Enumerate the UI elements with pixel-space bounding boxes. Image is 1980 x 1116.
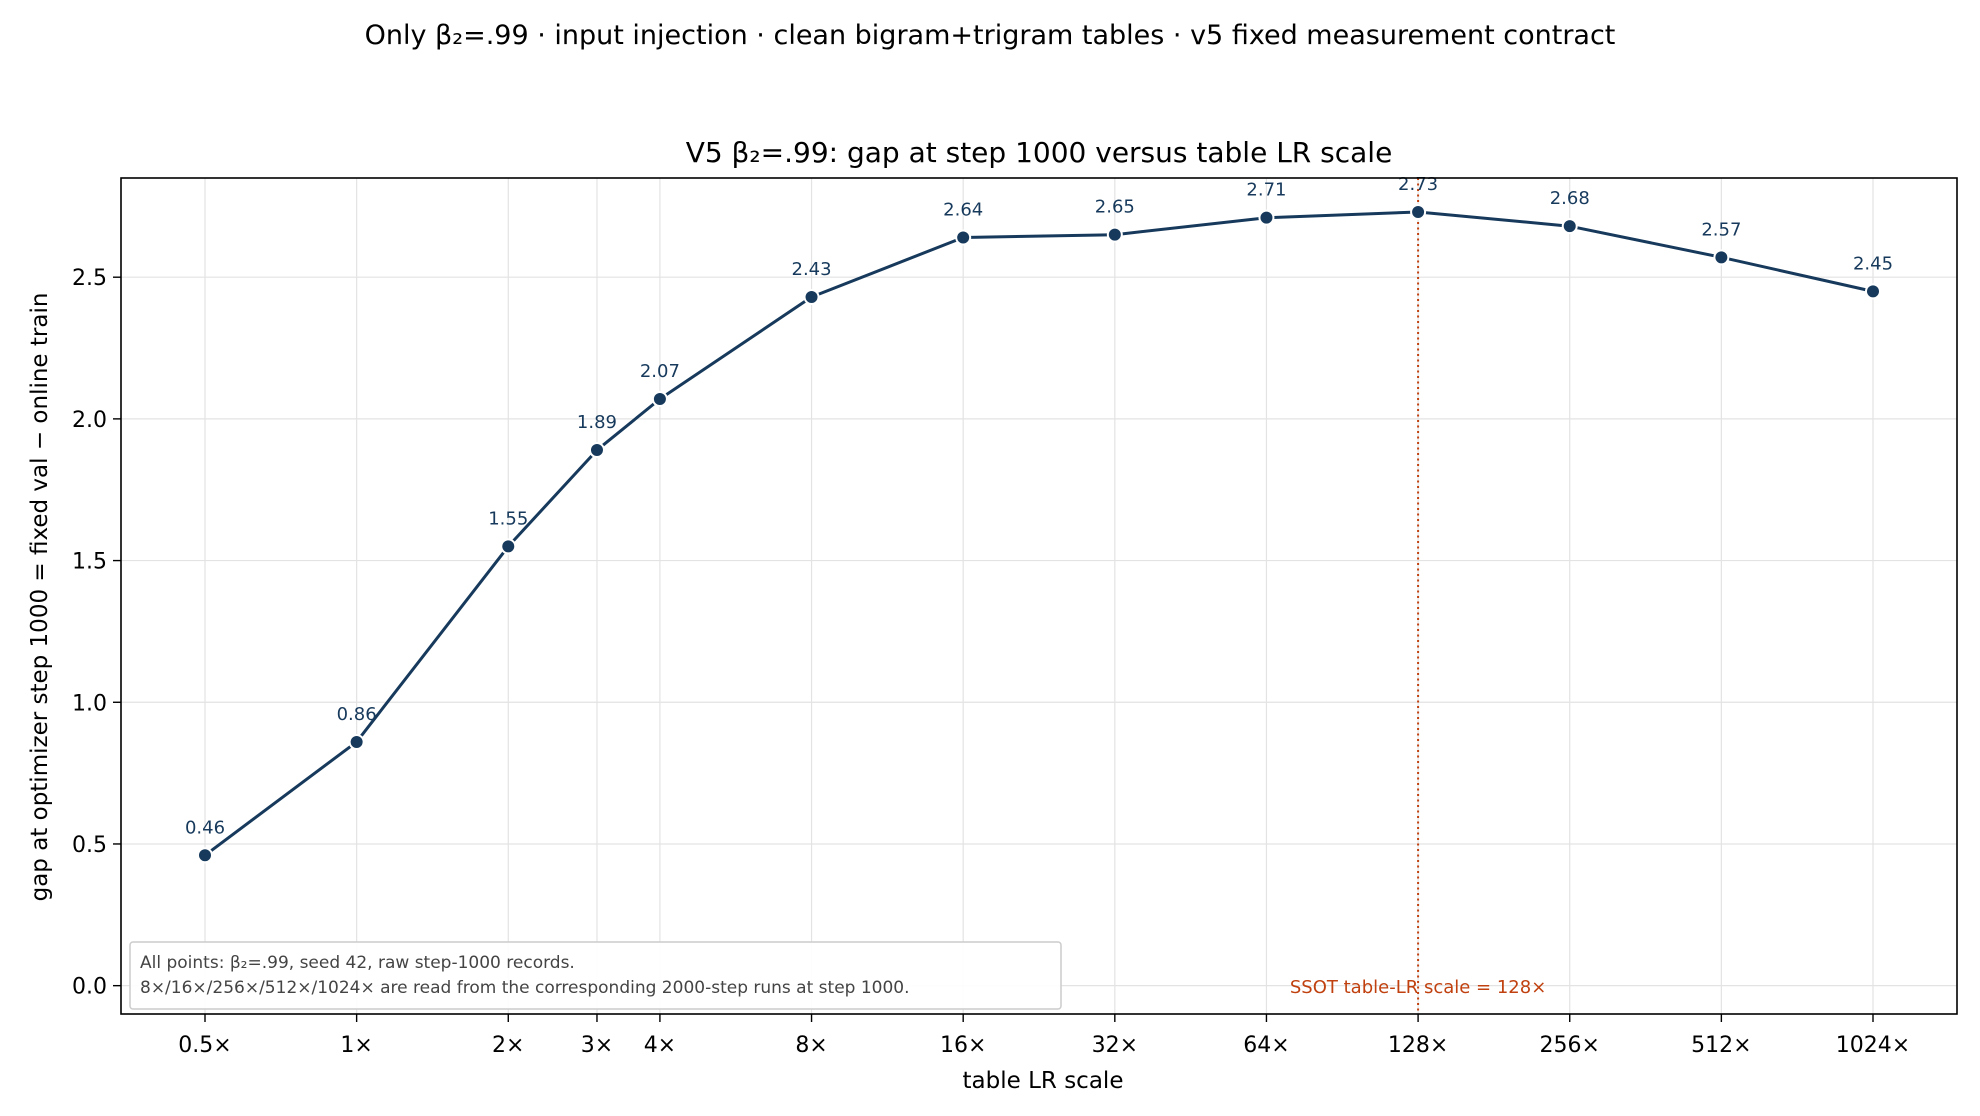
x-tick-label: 3× <box>581 1033 613 1058</box>
data-point <box>1258 209 1275 226</box>
data-points <box>197 204 1881 864</box>
data-point <box>1561 218 1578 235</box>
y-tick-label: 1.0 <box>72 691 107 716</box>
x-tick-label: 64× <box>1243 1033 1289 1058</box>
data-point <box>500 538 517 555</box>
x-tick-label: 128× <box>1388 1033 1448 1058</box>
reference-vline-label: SSOT table-LR scale = 128× <box>1290 977 1546 998</box>
data-label: 2.71 <box>1246 180 1286 201</box>
data-label: 0.46 <box>185 817 225 838</box>
note-line-1: All points: β₂=.99, seed 42, raw step-10… <box>140 953 575 973</box>
x-tick-label: 32× <box>1092 1033 1138 1058</box>
data-label: 2.57 <box>1701 219 1741 240</box>
figure-suptitle: Only β₂=.99 · input injection · clean bi… <box>365 20 1616 51</box>
data-label: 1.55 <box>488 508 528 529</box>
chart-title: V5 β₂=.99: gap at step 1000 versus table… <box>686 136 1393 169</box>
y-axis-label: gap at optimizer step 1000 = fixed val −… <box>27 293 53 902</box>
data-label: 2.68 <box>1550 188 1590 209</box>
plot-frame <box>120 177 1958 1015</box>
data-point <box>1106 226 1123 243</box>
data-label: 2.45 <box>1853 253 1893 274</box>
data-label: 2.64 <box>943 200 983 221</box>
data-point <box>1410 204 1427 221</box>
y-tick-label: 2.5 <box>72 266 107 291</box>
y-axis-ticks: 0.0 0.5 1.0 1.5 2.0 2.5 <box>72 266 121 1000</box>
data-point <box>588 442 605 459</box>
data-point <box>955 229 972 246</box>
x-tick-label: 8× <box>795 1033 827 1058</box>
x-tick-label: 16× <box>940 1033 986 1058</box>
data-labels: 0.46 0.86 1.55 1.89 2.07 2.43 2.64 2.65 2.71 2.73… <box>185 174 1893 838</box>
reference-line: SSOT table-LR scale = 128× <box>1290 178 1546 1014</box>
x-axis-ticks: 0.5× 1× 2× 3× 4× 8× 16× 32× 64× 128× 256× 512× 1024× <box>178 1014 1910 1058</box>
data-point <box>348 733 365 750</box>
note-box: All points: β₂=.99, seed 42, raw step-10… <box>129 941 1062 1010</box>
y-tick-label: 1.5 <box>72 550 107 575</box>
y-tick-label: 0.5 <box>72 833 107 858</box>
data-label: 1.89 <box>577 412 617 433</box>
data-point <box>803 289 820 306</box>
data-point <box>197 847 213 864</box>
x-tick-label: 512× <box>1691 1033 1751 1058</box>
data-point <box>1713 249 1730 266</box>
data-point <box>1865 283 1881 300</box>
x-tick-label: 0.5× <box>178 1033 231 1058</box>
data-label: 2.65 <box>1095 197 1135 218</box>
data-point <box>651 391 668 408</box>
x-tick-label: 256× <box>1540 1033 1600 1058</box>
note-line-2: 8×/16×/256×/512×/1024× are read from the… <box>140 978 910 998</box>
x-tick-label: 4× <box>644 1033 676 1058</box>
x-tick-label: 2× <box>492 1033 524 1058</box>
data-label: 2.07 <box>640 361 680 382</box>
y-tick-label: 0.0 <box>72 975 107 1000</box>
data-label: 0.86 <box>337 704 377 725</box>
x-axis-label: table LR scale <box>963 1068 1124 1094</box>
x-tick-label: 1024× <box>1836 1033 1910 1058</box>
data-label: 2.43 <box>792 259 832 280</box>
y-tick-label: 2.0 <box>72 408 107 433</box>
data-label: 2.73 <box>1398 174 1438 195</box>
x-tick-label: 1× <box>340 1033 372 1058</box>
